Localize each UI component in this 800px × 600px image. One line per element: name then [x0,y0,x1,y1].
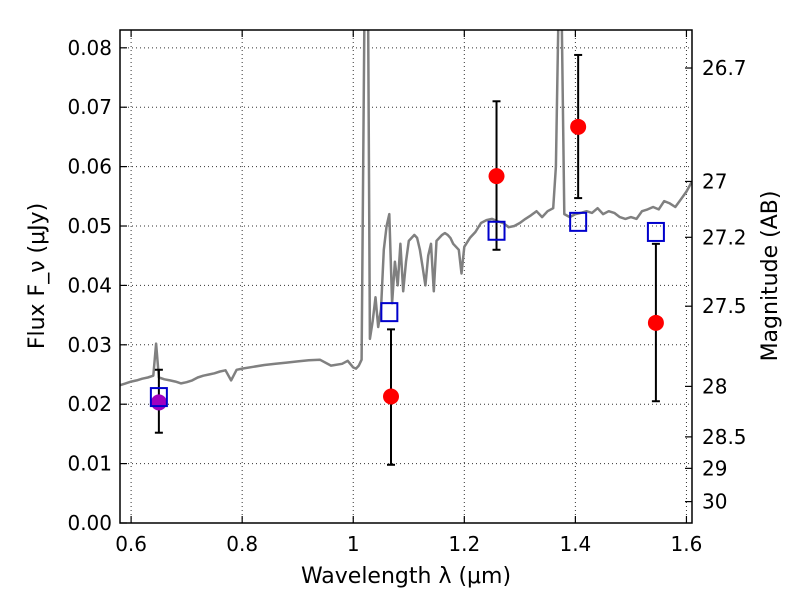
x-tick-label: 0.6 [115,532,147,556]
y-tick-label: 0.05 [67,214,112,238]
model-photometry-square [149,387,168,408]
right-tick-label: 27.5 [702,294,747,318]
observed-point [488,168,505,185]
y-tick-label: 0.01 [67,452,112,476]
model-photometry-square [380,302,399,323]
y-tick-label: 0.02 [67,392,112,416]
right-tick-label: 29 [702,456,727,480]
right-tick-label: 27.2 [702,225,747,249]
y-tick-label: 0.08 [67,36,112,60]
plot-area [120,30,692,466]
y-tick-label: 0.06 [67,155,112,179]
x-tick-label: 1.6 [671,532,703,556]
model-photometry-square [569,211,588,232]
x-tick-label: 1.4 [559,532,591,556]
right-tick-label: 28 [702,374,727,398]
axes-frame [119,29,693,524]
y-tick-label: 0.03 [67,333,112,357]
grid [120,30,692,524]
y-tick-label: 0.04 [67,273,112,297]
x-tick-label: 1.2 [448,532,480,556]
y-axis-label: Flux F_ν (μJy) [25,203,50,349]
right-tick-label: 30 [702,490,727,514]
observed-point [150,394,167,411]
model-photometry-square [646,221,665,242]
right-axis-label: Magnitude (AB) [758,191,783,362]
right-tick-label: 27 [702,169,727,193]
observed-point [383,388,400,405]
y-axis: 0.00 0.01 0.02 0.03 0.04 0.05 0.06 0.07 0.08 [67,36,127,535]
x-tick-label: 1 [347,532,360,556]
y-tick-label: 0.07 [67,95,112,119]
x-tick-label: 0.8 [226,532,258,556]
right-magnitude-axis: 26.7 27 27.2 27.5 28 28.5 29 30 [685,56,747,514]
observed-point [570,118,587,135]
x-axis-label: Wavelength λ (μm) [301,564,511,589]
model-spectrum-line [120,30,692,387]
y-tick-label: 0.00 [67,511,112,535]
observed-point [647,314,664,331]
right-tick-label: 28.5 [702,425,747,449]
right-tick-label: 26.7 [702,56,747,80]
x-axis: 0.6 0.8 1 1.2 1.4 1.6 [115,30,702,556]
model-photometry-square [487,220,506,241]
